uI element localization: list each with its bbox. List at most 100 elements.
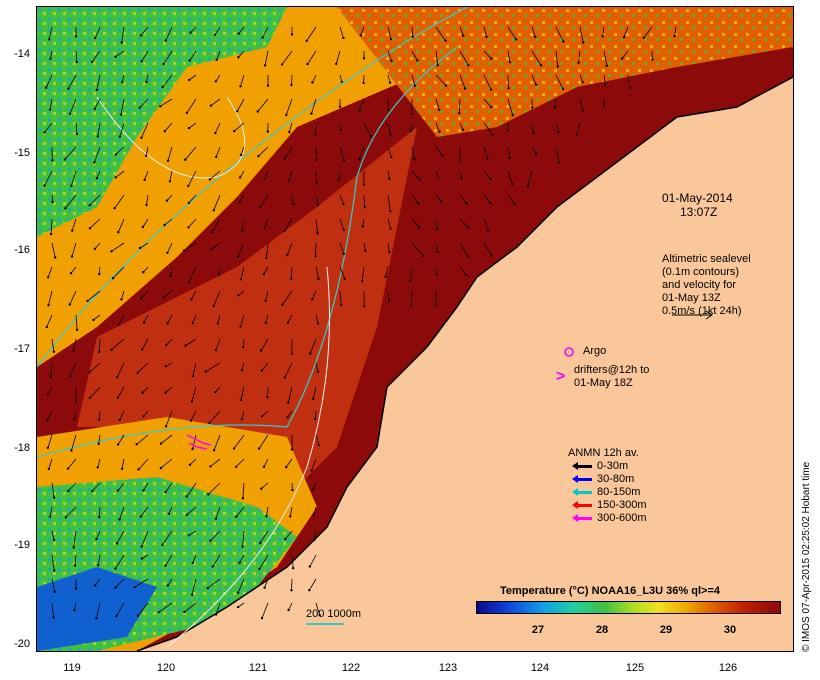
vector-head <box>237 294 240 297</box>
vector-head <box>291 488 294 492</box>
velocity-vector <box>507 170 513 185</box>
drifter-tracks <box>186 434 212 450</box>
velocity-vector <box>576 122 581 135</box>
velocity-vector <box>96 170 101 179</box>
velocity-vector <box>74 410 77 420</box>
vector-head <box>188 59 191 62</box>
arrow-icon <box>572 487 592 496</box>
velocity-vector <box>97 458 101 468</box>
vector-head <box>237 56 240 59</box>
velocity-vector <box>121 74 125 83</box>
velocity-vector <box>233 122 245 132</box>
lat-tick: -17 <box>14 343 30 355</box>
vector-head <box>185 495 188 498</box>
vector-head <box>214 391 217 394</box>
velocity-vector <box>242 530 245 547</box>
vector-head <box>281 303 284 306</box>
vector-head <box>562 87 565 91</box>
vector-head <box>191 374 194 378</box>
velocity-vector <box>313 530 317 541</box>
vector-head <box>165 344 168 347</box>
vector-head <box>290 33 294 36</box>
velocity-vector <box>312 74 317 83</box>
vector-head <box>265 515 268 518</box>
velocity-vector <box>121 458 125 469</box>
velocity-vector <box>188 266 197 283</box>
vector-head <box>120 41 123 44</box>
velocity-vector <box>579 74 584 83</box>
velocity-vector <box>51 578 56 592</box>
velocity-vector <box>266 506 269 517</box>
velocity-vector <box>46 410 53 421</box>
velocity-vector <box>215 146 221 157</box>
anmn-legend-item: 80-150m <box>572 486 640 498</box>
contour-1 <box>37 7 597 368</box>
vector-head <box>416 59 419 62</box>
vector-head <box>314 417 317 421</box>
lon-tick: 120 <box>156 662 176 674</box>
depth-scale-label: 200 1000m <box>306 608 362 620</box>
velocity-vector <box>160 458 173 469</box>
velocity-vector <box>339 26 344 39</box>
vector-head <box>311 298 314 301</box>
velocity-vector <box>141 530 149 547</box>
vector-head <box>214 348 218 352</box>
velocity-vector <box>94 26 101 39</box>
vector-head <box>285 113 288 117</box>
vector-head <box>259 541 262 545</box>
vector-head <box>604 83 607 87</box>
date-label: 01-May-2014 <box>662 191 733 205</box>
lon-tick: 121 <box>248 662 268 674</box>
vector-head <box>316 203 319 207</box>
vector-head <box>342 36 345 40</box>
velocity-vector <box>163 50 173 65</box>
vector-head <box>114 176 117 179</box>
velocity-vector <box>387 50 392 62</box>
velocity-vector <box>115 170 125 178</box>
vector-head <box>673 34 676 38</box>
vector-head <box>342 159 346 162</box>
velocity-vector <box>387 26 392 40</box>
velocity-vector <box>117 386 125 398</box>
velocity-vector <box>213 290 221 307</box>
velocity-vector <box>213 434 221 451</box>
velocity-vector <box>45 74 53 88</box>
vector-head <box>285 465 288 469</box>
velocity-vector <box>339 146 345 161</box>
velocity-vector <box>266 242 269 258</box>
velocity-vector <box>51 530 55 540</box>
velocity-vector <box>363 242 366 251</box>
velocity-vector <box>218 266 221 275</box>
velocity-vector <box>507 50 511 63</box>
vector-head <box>164 365 167 368</box>
vector-head <box>145 203 148 207</box>
vector-head <box>140 348 144 351</box>
vector-head <box>117 231 120 234</box>
vector-head <box>257 154 260 158</box>
velocity-vector <box>184 242 197 251</box>
velocity-vector <box>64 146 77 160</box>
vector-head <box>187 201 190 205</box>
vector-head <box>238 176 242 179</box>
velocity-vector <box>213 194 221 211</box>
velocity-vector <box>111 242 125 252</box>
velocity-vector <box>265 314 269 323</box>
velocity-vector <box>242 338 245 348</box>
vector-head <box>388 81 392 85</box>
velocity-vector <box>96 530 101 540</box>
vector-head <box>117 323 120 327</box>
velocity-vector <box>184 146 197 160</box>
velocity-vector <box>207 578 221 589</box>
vector-head <box>184 344 187 347</box>
velocity-vector <box>139 242 149 249</box>
vector-head <box>312 397 315 400</box>
velocity-vector <box>69 98 77 114</box>
velocity-vector <box>579 98 584 111</box>
velocity-vector <box>240 74 245 87</box>
vector-head <box>159 466 163 470</box>
vector-head <box>266 130 269 133</box>
velocity-vector <box>288 122 293 133</box>
velocity-vector <box>215 74 221 82</box>
arrow-icon <box>572 513 592 522</box>
vector-head <box>115 615 118 618</box>
